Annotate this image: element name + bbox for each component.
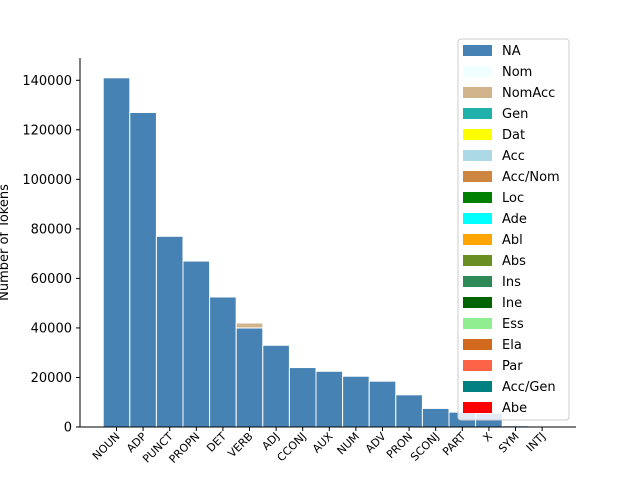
bar-num-na — [342, 375, 370, 428]
legend-swatch-nom — [463, 66, 492, 77]
x-tick-label-num: NUM — [335, 430, 362, 457]
x-tick-label-noun: NOUN — [90, 430, 123, 463]
bar-sconj-na — [421, 407, 450, 428]
bar-punct-na — [155, 235, 184, 428]
legend-swatch-abs — [463, 255, 492, 266]
legend-swatch-ess — [463, 318, 492, 329]
x-tick-label-sym: SYM — [496, 430, 522, 456]
y-tick-label: 80000 — [31, 222, 72, 237]
y-ticks-group: 0 20000 40000 60000 80000 100000 120000 140000 — [22, 74, 80, 436]
legend-swatch-dat — [463, 129, 492, 140]
legend-label-abl: Abl — [502, 233, 523, 248]
legend-swatch-ela — [463, 339, 492, 350]
x-tick-label-verb: VERB — [225, 430, 255, 460]
bar-adp-na — [129, 111, 157, 428]
legend-swatch-abe — [463, 402, 492, 413]
legend-label-ess: Ess — [502, 317, 524, 332]
legend-swatch-nomacc — [463, 87, 492, 98]
legend-label-ins: Ins — [502, 275, 521, 290]
legend-label-gen: Gen — [502, 107, 528, 122]
y-tick-label: 0 — [64, 421, 72, 436]
legend-label-loc: Loc — [502, 191, 524, 206]
legend-label-acc: Acc — [502, 149, 525, 164]
y-tick-label: 120000 — [22, 123, 72, 138]
legend-swatch-loc — [463, 192, 492, 203]
legend-swatch-abl — [463, 234, 492, 245]
axes-group — [79, 58, 576, 428]
bar-propn-na — [182, 260, 211, 428]
y-tick-label: 100000 — [22, 173, 72, 188]
legend-swatch-na — [463, 45, 492, 56]
legend-label-nomacc: NomAcc — [502, 86, 555, 101]
bars-group — [102, 77, 556, 428]
legend: NA Nom NomAcc Gen Dat Acc Acc/Nom Loc Ade Abl Abs I… — [457, 38, 570, 421]
legend-swatch-ins — [463, 276, 492, 287]
legend-label-ela: Ela — [502, 338, 522, 353]
x-tick-label-intj: INTJ — [524, 430, 548, 454]
y-axis-label: Number of Tokens — [0, 184, 12, 301]
legend-label-par: Par — [502, 359, 523, 374]
legend-swatch-acc-gen — [463, 381, 492, 392]
bar-aux-na — [315, 370, 344, 428]
y-tick-label: 140000 — [22, 74, 72, 89]
legend-swatch-gen — [463, 108, 492, 119]
legend-label-ade: Ade — [502, 212, 527, 227]
bar-det-na — [209, 296, 237, 428]
legend-swatch-ine — [463, 297, 492, 308]
bar-adj-na — [262, 344, 290, 428]
y-tick-label: 40000 — [31, 321, 72, 336]
legend-label-acc-gen: Acc/Gen — [502, 380, 556, 395]
legend-label-acc-nom: Acc/Nom — [502, 170, 560, 185]
bar-pron-na — [395, 394, 423, 428]
bar-adv-na — [368, 380, 397, 428]
legend-label-nom: Nom — [502, 65, 532, 80]
bar-verb-nomacc — [235, 322, 264, 329]
x-tick-label-sconj: SCONJ — [408, 430, 442, 464]
x-tick-label-aux: AUX — [310, 430, 336, 456]
legend-swatch-acc — [463, 150, 492, 161]
bar-verb-na — [235, 327, 264, 428]
x-tick-label-adj: ADJ — [259, 430, 282, 453]
y-tick-label: 60000 — [31, 272, 72, 287]
legend-swatch-par — [463, 360, 492, 371]
legend-label-abs: Abs — [502, 254, 526, 269]
bar-noun-na — [102, 77, 131, 428]
x-tick-label-cconj: CCONJ — [275, 430, 309, 464]
legend-swatch-acc-nom — [463, 171, 492, 182]
legend-label-ine: Ine — [502, 296, 522, 311]
legend-label-abe: Abe — [502, 401, 527, 416]
legend-swatch-ade — [463, 213, 492, 224]
bar-cconj-na — [288, 367, 317, 428]
x-tick-label-part: PART — [440, 430, 468, 458]
x-tick-label-x: X — [480, 430, 495, 445]
legend-label-na: NA — [502, 44, 521, 59]
legend-label-dat: Dat — [502, 128, 525, 143]
y-tick-label: 20000 — [31, 371, 72, 386]
